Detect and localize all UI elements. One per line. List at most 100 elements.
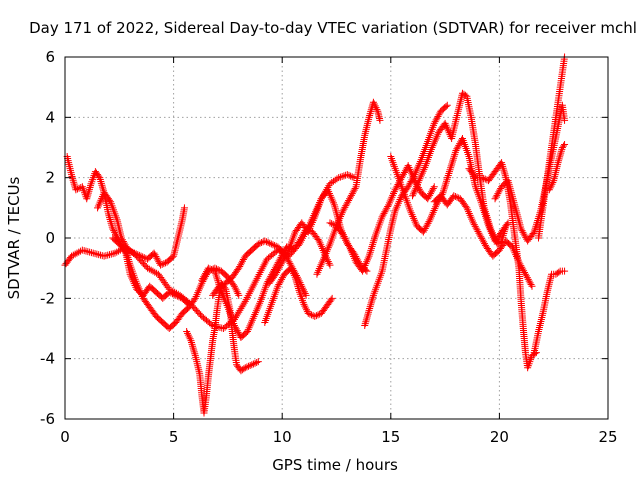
x-tick-label: 0 bbox=[60, 428, 70, 446]
data-point bbox=[549, 178, 557, 186]
data-point bbox=[243, 363, 251, 371]
data-point bbox=[249, 360, 257, 368]
data-point bbox=[231, 284, 239, 292]
data-point bbox=[425, 218, 433, 226]
data-point bbox=[206, 265, 214, 273]
series-track-4 bbox=[109, 234, 243, 332]
data-point bbox=[169, 290, 177, 298]
data-point bbox=[185, 333, 193, 341]
data-point bbox=[241, 364, 249, 372]
data-point bbox=[107, 250, 115, 258]
data-point bbox=[300, 288, 308, 296]
data-point bbox=[170, 291, 178, 299]
data-point bbox=[290, 271, 298, 279]
data-point bbox=[302, 291, 310, 299]
data-point bbox=[106, 196, 114, 204]
data-point bbox=[555, 268, 563, 276]
data-point bbox=[548, 180, 556, 188]
y-tick-label: 2 bbox=[45, 169, 55, 187]
data-point bbox=[384, 203, 392, 211]
data-point bbox=[288, 266, 296, 274]
data-point bbox=[547, 182, 555, 190]
data-point bbox=[503, 220, 511, 228]
y-tick-label: 0 bbox=[45, 229, 55, 247]
data-point bbox=[267, 240, 275, 248]
data-point bbox=[131, 249, 139, 257]
data-point bbox=[301, 290, 309, 298]
data-point bbox=[559, 142, 567, 150]
series-track-6 bbox=[198, 225, 334, 342]
data-point bbox=[312, 312, 320, 320]
data-point bbox=[184, 331, 192, 339]
data-point bbox=[175, 293, 183, 301]
data-point bbox=[251, 359, 259, 367]
data-point bbox=[306, 310, 314, 318]
data-point bbox=[478, 174, 486, 182]
data-point bbox=[183, 328, 191, 336]
y-tick-label: 6 bbox=[45, 48, 55, 66]
data-point bbox=[246, 361, 254, 369]
data-point bbox=[327, 296, 335, 304]
data-point bbox=[172, 291, 180, 299]
data-point bbox=[369, 98, 377, 106]
data-point bbox=[453, 193, 461, 201]
data-point bbox=[372, 104, 380, 112]
series-track-8 bbox=[261, 264, 336, 326]
data-point bbox=[168, 253, 176, 261]
y-tick-label: -2 bbox=[40, 289, 55, 307]
data-point bbox=[134, 251, 142, 259]
data-point bbox=[287, 264, 295, 272]
data-point bbox=[235, 291, 243, 299]
data-point bbox=[235, 308, 243, 316]
data-point bbox=[338, 172, 346, 180]
data-point bbox=[248, 361, 256, 369]
data-point bbox=[237, 305, 245, 313]
data-point bbox=[104, 251, 112, 259]
data-point bbox=[234, 290, 242, 298]
data-point bbox=[308, 311, 316, 319]
data-point bbox=[470, 172, 478, 180]
data-point bbox=[73, 249, 81, 257]
data-point bbox=[333, 175, 341, 183]
y-tick-label: -4 bbox=[40, 350, 55, 368]
data-point bbox=[245, 362, 253, 370]
series-track-14 bbox=[409, 89, 510, 248]
x-tick-label: 25 bbox=[598, 428, 617, 446]
data-point bbox=[303, 306, 311, 314]
data-point bbox=[239, 301, 247, 309]
data-point bbox=[75, 184, 83, 192]
data-point bbox=[314, 311, 322, 319]
data-point bbox=[236, 306, 244, 314]
data-point bbox=[347, 172, 355, 180]
data-point bbox=[184, 329, 192, 337]
data-point bbox=[256, 239, 264, 247]
data-point bbox=[561, 116, 569, 124]
data-point bbox=[75, 248, 83, 256]
data-point bbox=[215, 282, 223, 290]
data-point bbox=[93, 250, 101, 258]
data-point bbox=[266, 239, 274, 247]
series-track-19 bbox=[534, 53, 569, 242]
data-point bbox=[326, 219, 334, 227]
data-point bbox=[89, 249, 97, 257]
data-point bbox=[324, 258, 332, 266]
x-tick-label: 10 bbox=[273, 428, 292, 446]
data-point bbox=[186, 335, 194, 343]
data-point bbox=[370, 100, 378, 108]
data-point bbox=[240, 365, 248, 373]
data-point bbox=[71, 250, 79, 258]
data-point bbox=[230, 282, 238, 290]
data-point bbox=[165, 288, 173, 296]
x-tick-label: 20 bbox=[490, 428, 509, 446]
data-point bbox=[80, 247, 88, 255]
y-axis-label: SDTVAR / TECUs bbox=[5, 176, 23, 299]
data-point bbox=[546, 184, 554, 192]
data-point bbox=[311, 312, 319, 320]
series-track-1 bbox=[61, 171, 358, 332]
data-point bbox=[269, 241, 277, 249]
data-point bbox=[258, 239, 266, 247]
data-point bbox=[373, 105, 381, 113]
data-point bbox=[264, 239, 272, 247]
data-point bbox=[129, 248, 137, 256]
data-point bbox=[429, 184, 437, 192]
